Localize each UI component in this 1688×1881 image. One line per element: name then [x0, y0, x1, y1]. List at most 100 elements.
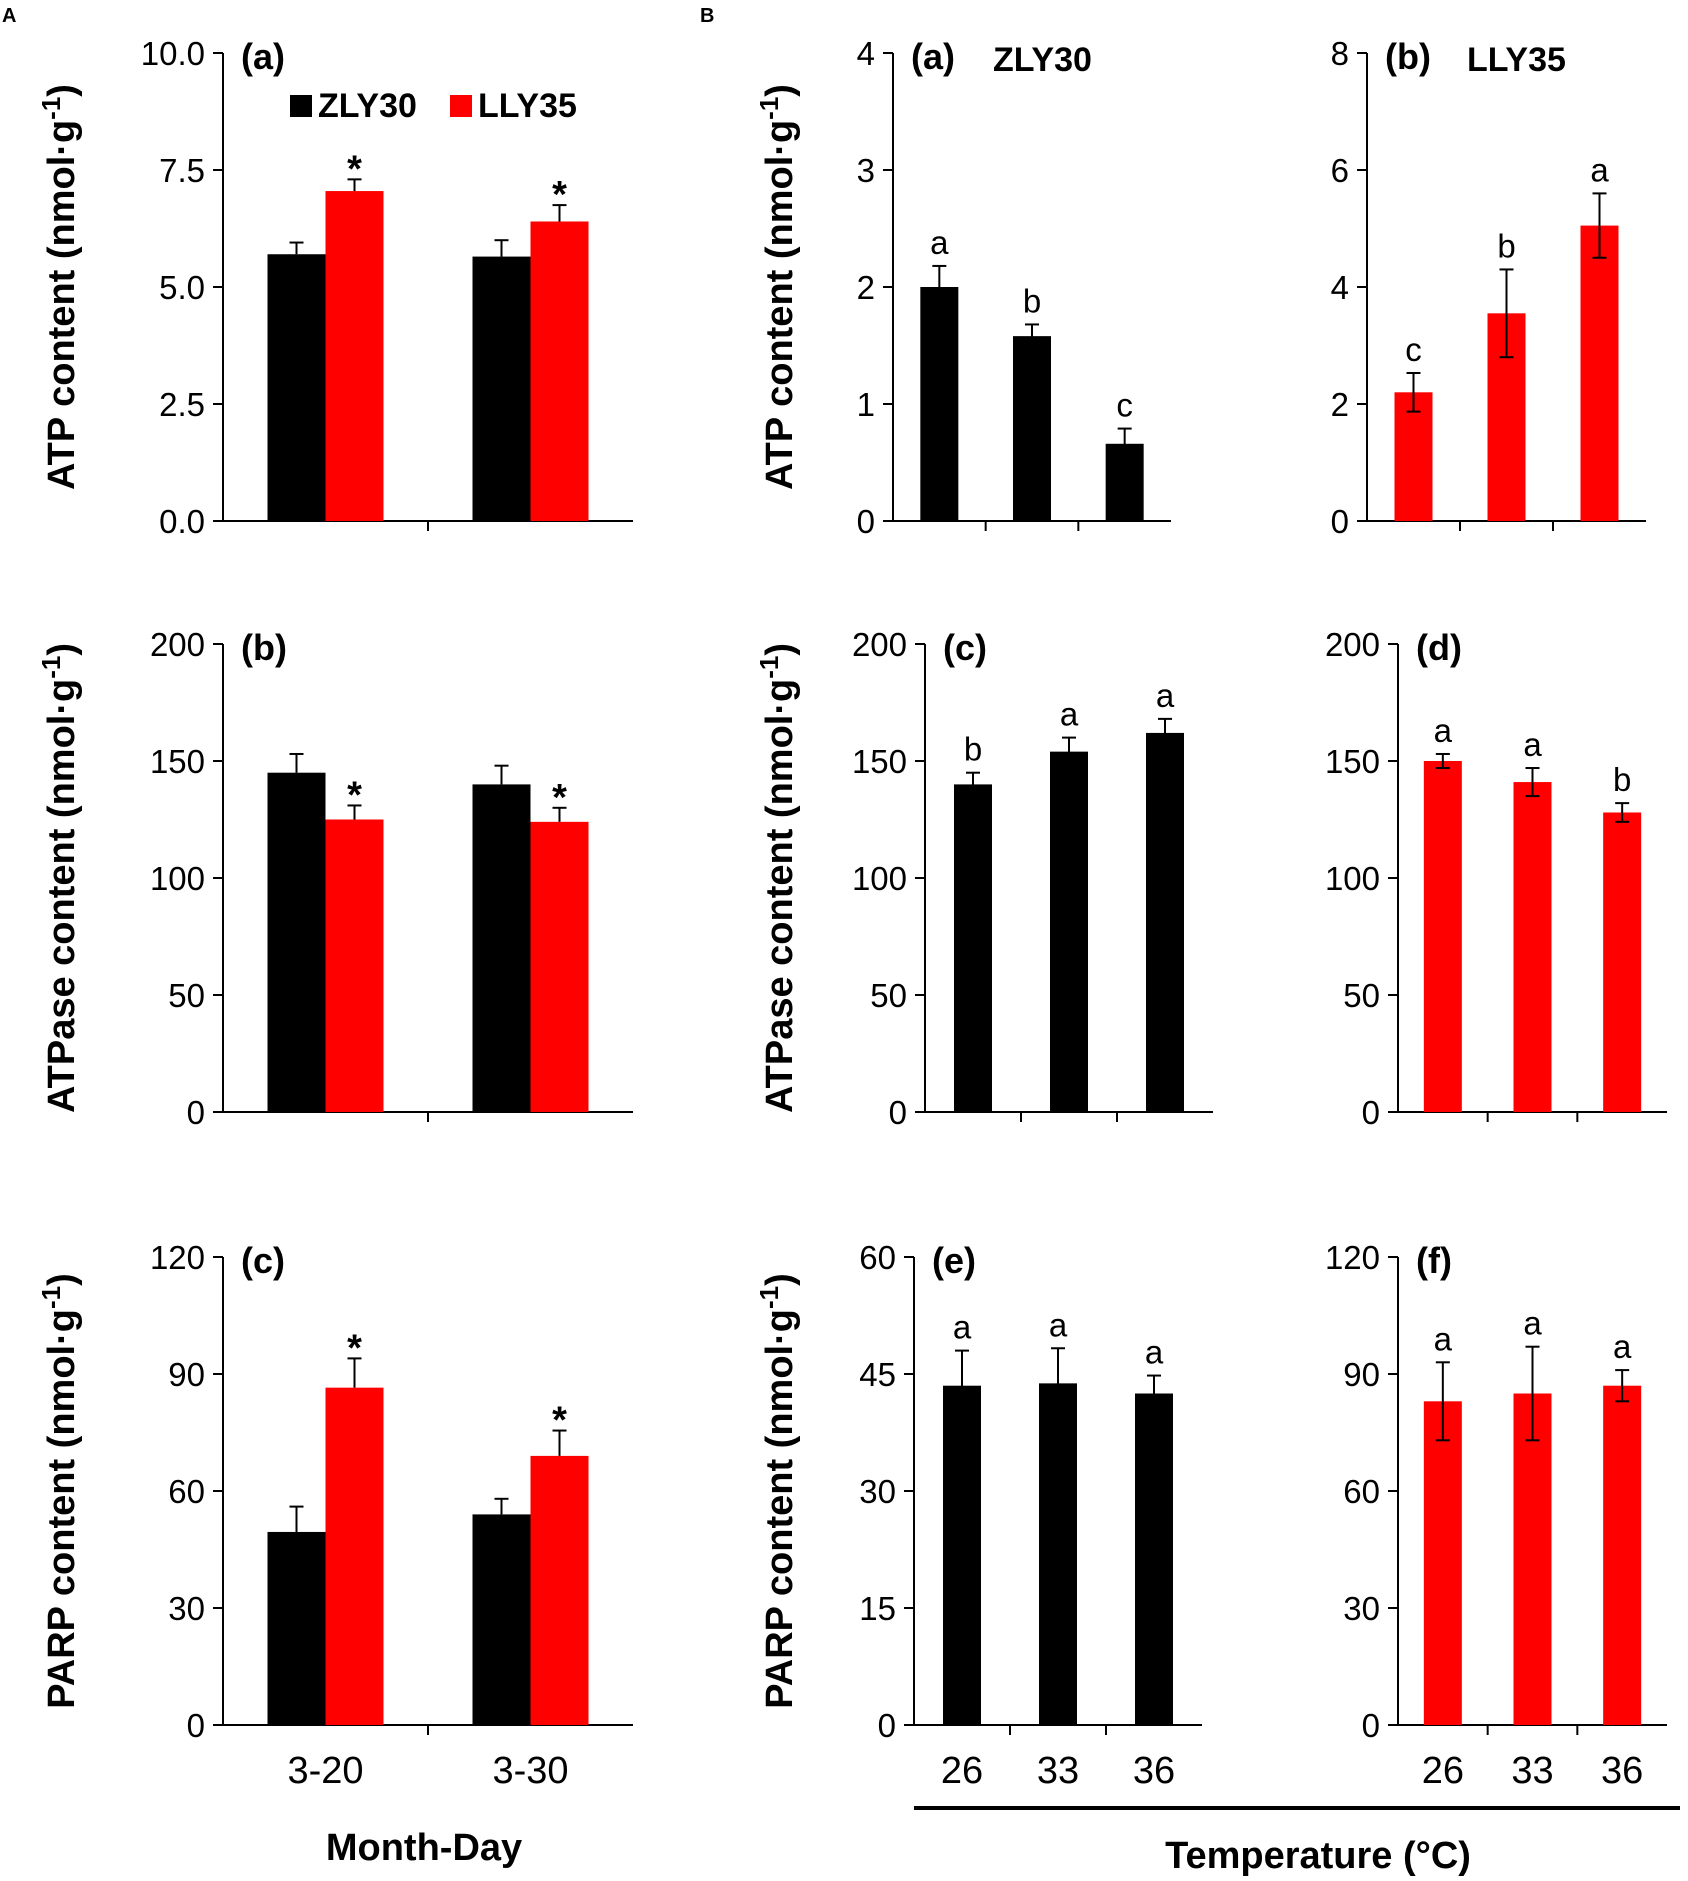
legend-label-LLY35: LLY35	[478, 87, 577, 125]
y-axis-title: PARP content (nmol·g-1)	[36, 1273, 83, 1708]
y-axis-title-close: )	[759, 1273, 801, 1286]
panel-title: (d)	[1416, 627, 1462, 668]
x-tick-label: 26	[1422, 1750, 1464, 1792]
bar-ZLY30	[267, 1531, 326, 1725]
x-tick-label: 36	[1601, 1750, 1643, 1792]
y-axis-title: ATP content (nmol·g-1)	[36, 84, 83, 490]
significance-letter: c	[1405, 331, 1422, 368]
y-tick-label: 4	[857, 35, 875, 72]
bar-ZLY30	[1039, 1383, 1077, 1725]
significance-letter: a	[1156, 677, 1175, 714]
bar-ZLY30	[920, 287, 959, 521]
y-tick-label: 8	[1331, 35, 1349, 72]
y-axis-title-superscript: -1	[754, 656, 784, 679]
y-axis-title-superscript: -1	[36, 97, 66, 120]
panel-title: (f)	[1416, 1240, 1452, 1281]
panel-title: (b)	[1385, 36, 1431, 77]
bar-ZLY30	[1146, 732, 1184, 1112]
significance-letter: a	[930, 224, 949, 261]
y-axis-title: ATP content (nmol·g-1)	[754, 84, 801, 490]
bar-LLY35	[530, 1455, 589, 1725]
significance-letter: a	[1613, 1328, 1632, 1365]
y-tick-label: 30	[859, 1473, 896, 1510]
significance-letter: b	[964, 731, 982, 768]
chart-B-d: 0 50 100 150 200 (d) a a b	[1325, 626, 1667, 1131]
y-tick-label: 0	[857, 503, 875, 540]
section-label-b: B	[700, 5, 714, 27]
bar-LLY35	[1423, 1401, 1462, 1725]
bar-LLY35	[530, 821, 589, 1112]
bar-ZLY30	[1050, 751, 1088, 1112]
bar-LLY35	[1513, 782, 1552, 1112]
y-tick-label: 90	[1343, 1356, 1380, 1393]
significance-letter: a	[1590, 151, 1609, 188]
significance-letter: c	[1116, 387, 1133, 424]
y-axis-title-close: )	[41, 643, 83, 656]
x-tick-label: 3-20	[287, 1750, 363, 1792]
y-tick-label: 120	[150, 1239, 205, 1276]
panel-title: (c)	[241, 1240, 285, 1281]
y-axis-title-superscript: -1	[754, 1286, 784, 1309]
significance-letter: b	[1613, 761, 1631, 798]
y-tick-label: 2.5	[159, 386, 205, 423]
bar-LLY35	[1513, 1393, 1552, 1725]
significance-letter: a	[1145, 1334, 1164, 1371]
x-axis-title-month-day: Month-Day	[326, 1827, 522, 1869]
chart-B-a: 0 1 2 3 4 ATP content (nmol·g-1) (a) ZLY30 a b c	[754, 35, 1171, 540]
bar-ZLY30	[267, 254, 326, 522]
chart-B-f: 0 30 60 90 120 (f) 26 a 33 a 36 a	[1325, 1239, 1667, 1792]
y-tick-label: 0	[889, 1094, 907, 1131]
y-tick-label: 2	[857, 269, 875, 306]
y-axis-title-superscript: -1	[36, 1286, 66, 1309]
x-tick-label: 33	[1037, 1750, 1079, 1792]
y-tick-label: 15	[859, 1590, 896, 1627]
x-tick-label: 3-30	[492, 1750, 568, 1792]
y-tick-label: 100	[1325, 860, 1380, 897]
significance-star: *	[552, 1400, 567, 1442]
panel-title: (a)	[241, 36, 285, 77]
y-axis-title: ATPase content (nmol·g-1)	[36, 643, 83, 1113]
chart-A-b: 0 50 100 150 200 ATPase content (nmol·g-1) (b)…	[36, 626, 633, 1131]
legend-swatch-LLY35	[450, 95, 472, 117]
y-tick-label: 0	[1362, 1094, 1380, 1131]
significance-star: *	[347, 774, 362, 816]
bar-LLY35	[1423, 761, 1462, 1112]
y-axis-title-close: )	[759, 84, 801, 97]
significance-letter: a	[1434, 712, 1453, 749]
significance-letter: a	[1434, 1320, 1453, 1357]
panel-title: (c)	[943, 627, 987, 668]
bar-LLY35	[1603, 812, 1642, 1112]
significance-star: *	[552, 174, 567, 216]
panel-title: (b)	[241, 627, 287, 668]
chart-B-b: 0 2 4 6 8 (b) LLY35 c b a	[1331, 35, 1646, 540]
bar-LLY35	[530, 221, 589, 522]
bar-ZLY30	[472, 784, 531, 1112]
y-tick-label: 100	[852, 860, 907, 897]
y-tick-label: 45	[859, 1356, 896, 1393]
bar-ZLY30	[954, 784, 992, 1112]
significance-letter: a	[1523, 726, 1542, 763]
y-axis-title-close: )	[41, 1273, 83, 1286]
y-axis-title-superscript: -1	[36, 656, 66, 679]
y-axis-title-superscript: -1	[754, 97, 784, 120]
y-tick-label: 200	[1325, 626, 1380, 663]
bar-ZLY30	[1135, 1393, 1173, 1725]
y-axis-title: PARP content (nmol·g-1)	[754, 1273, 801, 1708]
bar-ZLY30	[267, 772, 326, 1112]
panel-title: (e)	[932, 1240, 976, 1281]
significance-letter: a	[953, 1309, 972, 1346]
y-tick-label: 7.5	[159, 152, 205, 189]
significance-letter: a	[1060, 696, 1079, 733]
x-tick-label: 26	[941, 1750, 983, 1792]
panel-cultivar-label: LLY35	[1467, 41, 1566, 79]
y-tick-label: 0	[1362, 1707, 1380, 1744]
panel-cultivar-label: ZLY30	[993, 41, 1092, 79]
bar-ZLY30	[472, 256, 531, 521]
y-tick-label: 2	[1331, 386, 1349, 423]
x-axis-title-temperature: Temperature (°C)	[1165, 1835, 1471, 1877]
y-axis-title: ATPase content (nmol·g-1)	[754, 643, 801, 1113]
y-tick-label: 30	[1343, 1590, 1380, 1627]
legend-label-ZLY30: ZLY30	[318, 87, 417, 125]
bar-ZLY30	[1013, 336, 1051, 521]
y-tick-label: 60	[168, 1473, 205, 1510]
